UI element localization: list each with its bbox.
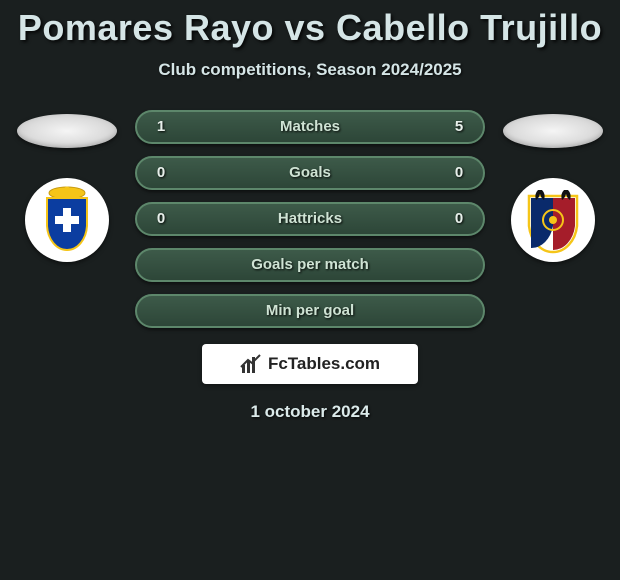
main-row: 1 Matches 5 0 Goals 0 0 Hattricks 0 Goal…	[0, 110, 620, 328]
oviedo-crest-icon	[33, 186, 101, 254]
stat-label: Goals per match	[185, 256, 435, 273]
bar-chart-icon	[240, 353, 262, 375]
stat-row-matches: 1 Matches 5	[135, 110, 485, 144]
right-column	[503, 110, 603, 262]
subtitle: Club competitions, Season 2024/2025	[0, 60, 620, 80]
page-title: Pomares Rayo vs Cabello Trujillo	[0, 4, 620, 54]
stats-list: 1 Matches 5 0 Goals 0 0 Hattricks 0 Goal…	[135, 110, 485, 328]
stat-label: Goals	[185, 164, 435, 181]
watermark-text: FcTables.com	[268, 354, 380, 374]
stat-left-value: 0	[137, 210, 185, 227]
stat-label: Min per goal	[185, 302, 435, 319]
stat-row-hattricks: 0 Hattricks 0	[135, 202, 485, 236]
stat-label: Hattricks	[185, 210, 435, 227]
stat-right-value: 0	[435, 210, 483, 227]
stat-left-value: 1	[137, 118, 185, 135]
stat-label: Matches	[185, 118, 435, 135]
right-team-crest	[511, 178, 595, 262]
left-team-crest	[25, 178, 109, 262]
left-player-placeholder	[17, 114, 117, 148]
right-player-placeholder	[503, 114, 603, 148]
stat-right-value: 5	[435, 118, 483, 135]
left-column	[17, 110, 117, 262]
stat-right-value: 0	[435, 164, 483, 181]
comparison-card: Pomares Rayo vs Cabello Trujillo Club co…	[0, 0, 620, 422]
levante-crest-icon	[519, 186, 587, 254]
watermark: FcTables.com	[202, 344, 418, 384]
stat-row-goals: 0 Goals 0	[135, 156, 485, 190]
stat-row-min-per-goal: Min per goal	[135, 294, 485, 328]
date-label: 1 october 2024	[0, 402, 620, 422]
stat-left-value: 0	[137, 164, 185, 181]
stat-row-goals-per-match: Goals per match	[135, 248, 485, 282]
